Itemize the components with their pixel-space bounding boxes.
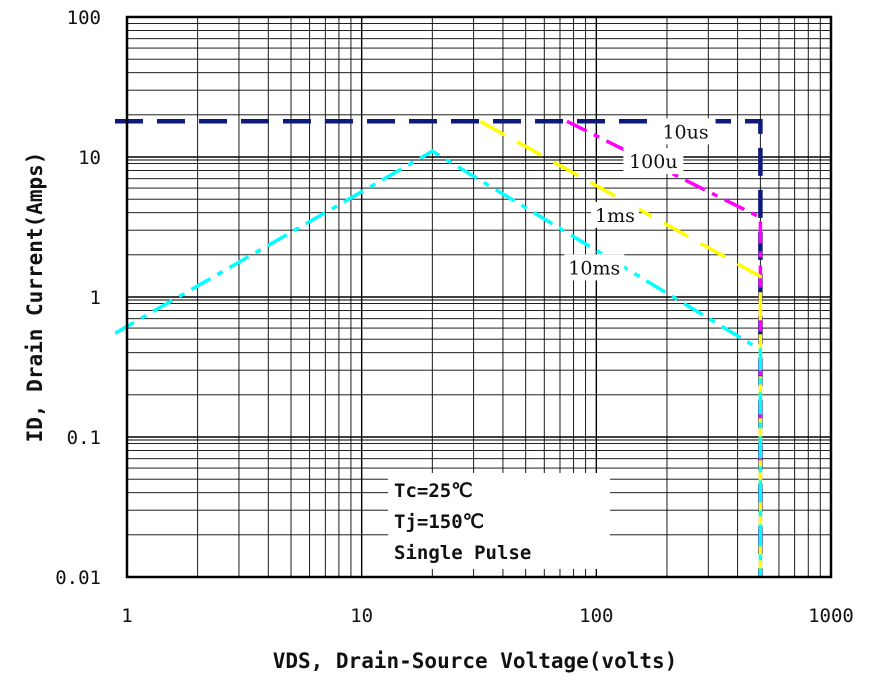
curves	[115, 119, 763, 577]
y-tick-label: 10	[78, 147, 101, 169]
x-tick-label: 1000	[808, 605, 854, 627]
curve-label-100u: 100u	[623, 148, 684, 175]
annotation-text: Tc=25℃	[394, 480, 473, 502]
curve-label-bg	[623, 148, 684, 175]
conditions-box: Tc=25℃ Tj=150℃ Single Pulse	[388, 473, 610, 569]
curve-label-bg	[590, 201, 639, 228]
y-axis-title: ID, Drain Current(Amps)	[23, 152, 47, 443]
x-tick-label: 10	[350, 605, 373, 627]
curve-label-text: 100u	[629, 151, 678, 173]
tick-labels: 1 10 100 1000 0.01 0.1 1 10 100	[55, 7, 854, 627]
y-tick-label: 0.01	[55, 567, 101, 589]
plot-frame	[125, 15, 833, 579]
y-tick-label: 100	[67, 7, 101, 29]
annotation-text: Tj=150℃	[394, 511, 484, 533]
annotation-text: Single Pulse	[394, 542, 531, 564]
curve-label-text: 10ms	[568, 257, 620, 279]
x-tick-label: 100	[579, 605, 613, 627]
curve-label-bg	[564, 254, 625, 281]
curve-label-10us: 10us	[655, 118, 716, 145]
series-100u	[479, 119, 763, 577]
series-1ms	[115, 149, 763, 577]
curve-label-bg	[655, 118, 716, 145]
x-axis-title: VDS, Drain-Source Voltage(volts)	[273, 649, 678, 673]
y-tick-label: 0.1	[67, 427, 101, 449]
x-tick-label: 1	[121, 605, 132, 627]
curve-label-10ms: 10ms	[564, 254, 625, 281]
y-tick-label: 1	[90, 287, 101, 309]
curve-label-text: 1ms	[595, 205, 635, 227]
curve-labels: 10us 100u 1ms 10ms	[564, 118, 716, 281]
conditions-box-bg	[388, 473, 610, 569]
curve-label-1ms: 1ms	[590, 201, 639, 228]
curve-label-text: 10us	[662, 121, 708, 143]
